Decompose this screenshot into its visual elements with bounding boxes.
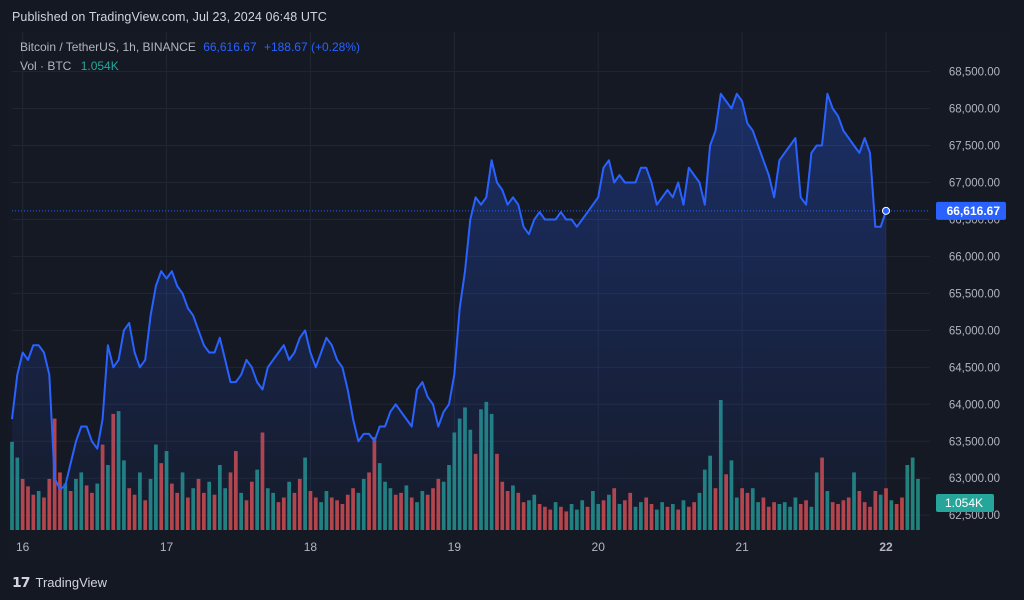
footer: 𝟭𝟳 TradingView bbox=[12, 574, 107, 591]
price-axis: 62,500.00 63,000.00 63,500.00 64,000.00 64,5… bbox=[936, 67, 1006, 522]
last-price-value: 66,616.67 bbox=[203, 40, 257, 54]
volume-tag-label: 1.054K bbox=[945, 496, 983, 510]
price-tick-label: 67,000.00 bbox=[949, 177, 1000, 189]
price-tick-label: 65,500.00 bbox=[949, 288, 1000, 300]
price-tick-label: 64,000.00 bbox=[949, 399, 1000, 411]
legend-symbol-row: Bitcoin / TetherUS, 1h, BINANCE 66,616.6… bbox=[20, 40, 360, 54]
price-tick-label: 66,000.00 bbox=[949, 251, 1000, 263]
price-area-fill bbox=[12, 93, 886, 531]
price-tick-label: 68,000.00 bbox=[949, 104, 1000, 116]
price-line bbox=[11, 92, 887, 491]
time-tick-label: 17 bbox=[160, 540, 174, 554]
brand-name: TradingView bbox=[35, 575, 108, 590]
volume-value: 1.054K bbox=[80, 59, 119, 73]
price-chart[interactable]: 62,500.00 63,000.00 63,500.00 64,000.00 64,5… bbox=[8, 32, 1010, 560]
last-price-tag-label: 66,616.67 bbox=[947, 204, 1001, 218]
volume-label[interactable]: Vol · BTC bbox=[20, 59, 72, 73]
volume-bar bbox=[916, 478, 920, 530]
price-tick-label: 67,500.00 bbox=[949, 141, 1000, 153]
volume-bar bbox=[905, 465, 910, 530]
legend-volume-row: Vol · BTC 1.054K bbox=[20, 59, 119, 73]
time-tick-label: 18 bbox=[304, 540, 318, 554]
time-tick-label: 22 bbox=[879, 540, 893, 554]
tradingview-logo-icon: 𝟭𝟳 bbox=[12, 574, 31, 590]
price-tick-label: 63,000.00 bbox=[949, 473, 1000, 485]
price-tick-label: 63,500.00 bbox=[949, 436, 1000, 448]
time-tick-label: 20 bbox=[592, 540, 606, 554]
price-tick-label: 64,500.00 bbox=[949, 362, 1000, 374]
price-tick-label: 65,000.00 bbox=[949, 325, 1000, 337]
last-price-dot bbox=[882, 206, 890, 215]
volume-bar bbox=[894, 504, 899, 530]
volume-bar bbox=[900, 497, 904, 530]
area-layer bbox=[11, 92, 930, 531]
published-caption: Published on TradingView.com, Jul 23, 20… bbox=[12, 10, 327, 24]
time-axis: 1617181920212223 bbox=[16, 540, 893, 554]
time-tick-label: 16 bbox=[16, 540, 30, 554]
volume-bar bbox=[889, 500, 894, 530]
time-tick-label: 19 bbox=[448, 540, 462, 554]
volume-bar bbox=[910, 457, 915, 530]
chart-area[interactable]: 62,500.00 63,000.00 63,500.00 64,000.00 64,5… bbox=[8, 32, 1010, 560]
price-tick-label: 62,500.00 bbox=[949, 510, 1000, 522]
price-tick-label: 68,500.00 bbox=[949, 67, 1000, 79]
symbol-name[interactable]: Bitcoin / TetherUS, 1h, BINANCE bbox=[20, 40, 196, 54]
price-change-value: +188.67 (+0.28%) bbox=[263, 40, 361, 54]
time-tick-label: 21 bbox=[735, 540, 749, 554]
last-price-tag bbox=[936, 201, 1006, 220]
volume-tag bbox=[936, 494, 994, 512]
